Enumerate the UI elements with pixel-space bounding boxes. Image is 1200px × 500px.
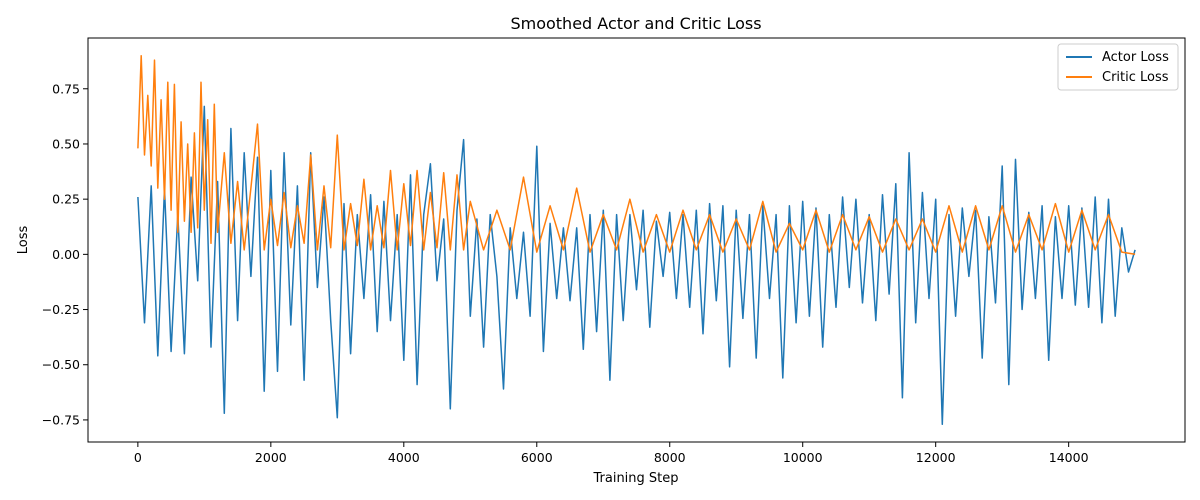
x-tick-label: 14000 [1049,450,1089,465]
x-tick-label: 8000 [654,450,686,465]
legend-label-actor: Actor Loss [1102,50,1169,65]
y-tick-label: 0.25 [52,192,80,207]
y-tick-label: 0.75 [52,81,80,96]
series-line-actor-loss [137,105,1136,426]
y-axis: −0.75 −0.50 −0.25 0.00 0.25 0.50 0.75 [42,81,88,427]
series-line-critic-loss [137,54,1136,256]
x-tick-label: 0 [134,450,142,465]
y-tick-label: −0.25 [42,302,80,317]
x-axis: 0 2000 4000 6000 8000 10000 12000 14000 [134,442,1089,465]
chart-title: Smoothed Actor and Critic Loss [510,14,761,33]
x-tick-label: 4000 [388,450,420,465]
y-tick-label: −0.50 [42,357,80,372]
x-tick-label: 10000 [783,450,823,465]
x-tick-label: 6000 [521,450,553,465]
x-tick-label: 12000 [916,450,956,465]
y-tick-label: 0.00 [52,247,80,262]
series-layer [137,54,1136,426]
legend: Actor Loss Critic Loss [1057,43,1179,91]
legend-box [1057,43,1179,91]
y-tick-label: 0.50 [52,136,80,151]
y-tick-label: −0.75 [42,412,80,427]
x-tick-label: 2000 [255,450,287,465]
y-axis-label: Loss [16,226,31,255]
legend-label-critic: Critic Loss [1102,70,1169,85]
x-axis-label: Training Step [592,471,678,486]
plot-frame [87,37,1186,443]
